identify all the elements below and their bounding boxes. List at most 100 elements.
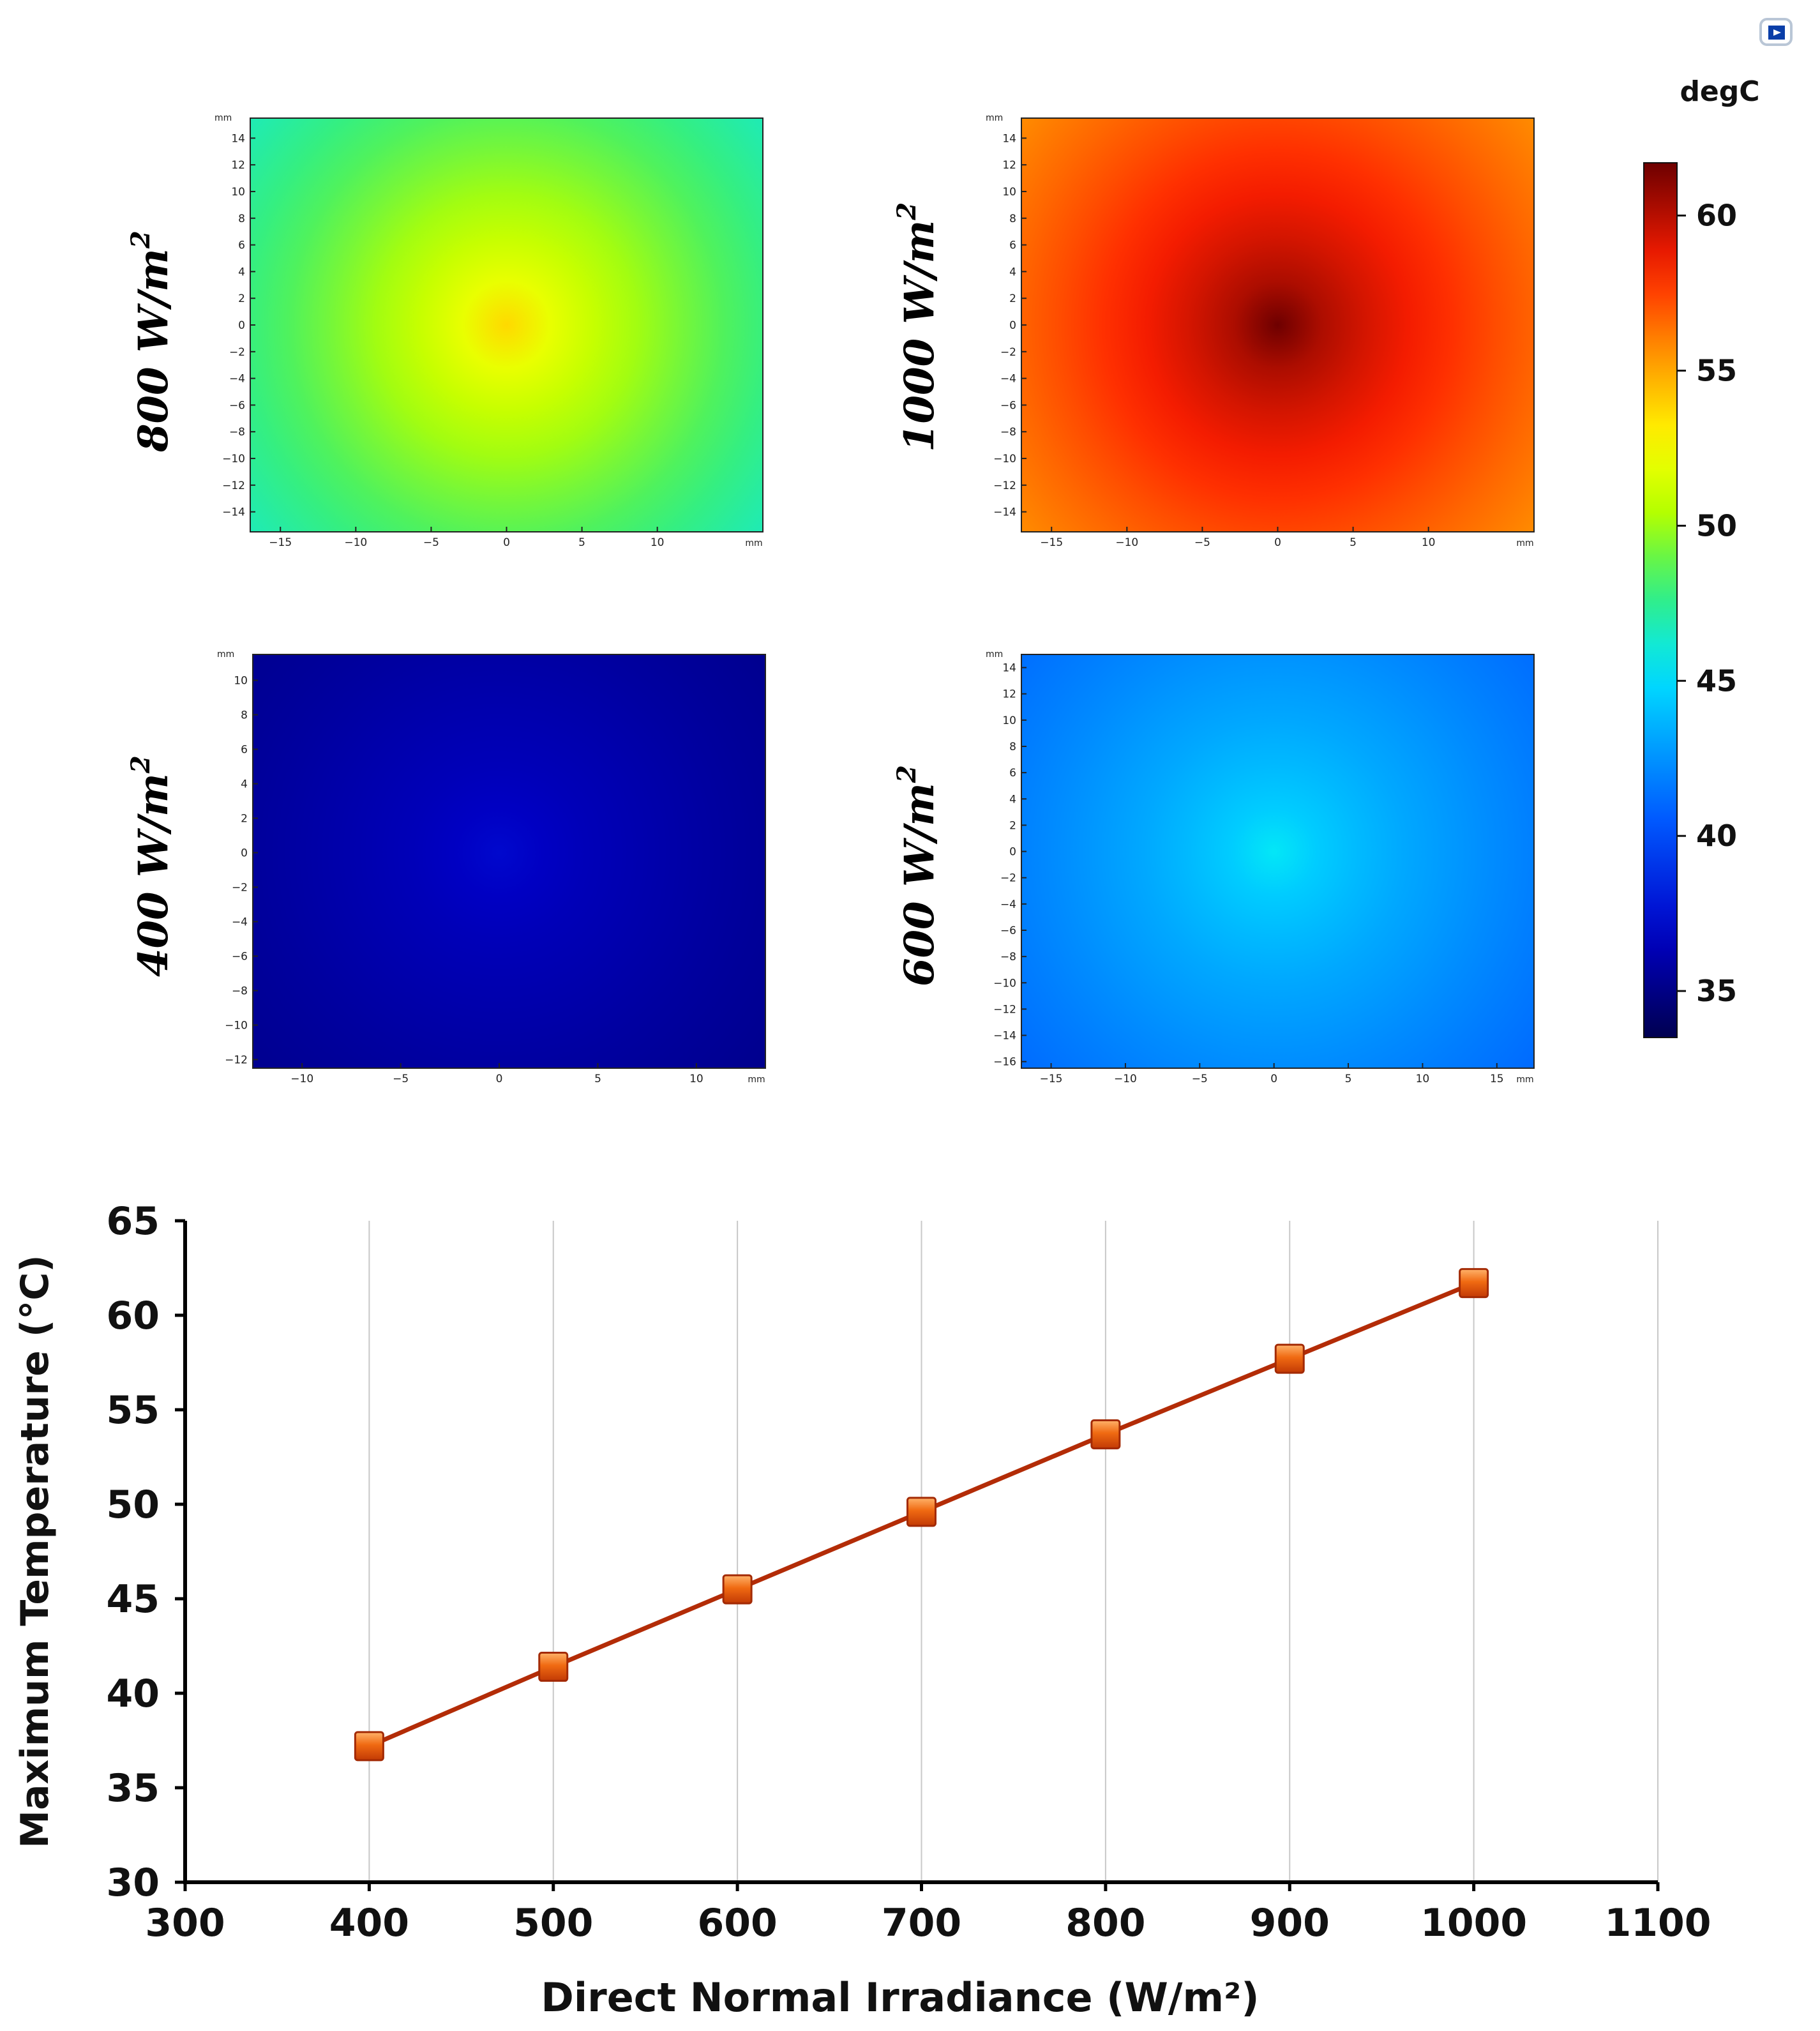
data-point <box>1459 1268 1489 1299</box>
y-tick-label: 55 <box>107 1388 160 1433</box>
y-axis-label: Maximum Temperature (°C) <box>13 1255 57 1848</box>
y-tick-label: −6 <box>1000 925 1016 937</box>
x-tick-label: 1100 <box>1605 1901 1711 1945</box>
y-tick-label: 4 <box>241 778 248 791</box>
heatmap-label-exponent: 2 <box>892 202 922 221</box>
y-tick-label: −14 <box>993 506 1016 519</box>
x-unit-label: mm <box>748 1075 765 1085</box>
y-tick-label: −8 <box>1000 951 1016 963</box>
heatmap-label: 400 W/m2 <box>126 755 177 977</box>
x-axis-label: Direct Normal Irradiance (W/m²) <box>541 1974 1259 2021</box>
y-tick-label: 4 <box>1009 793 1016 806</box>
y-tick-label: −12 <box>225 1054 248 1067</box>
y-tick-label: 0 <box>1009 319 1016 332</box>
y-tick-label: 10 <box>1002 186 1016 199</box>
heatmap-1000: 1000 W/m2 −15 −10 −5 0 5 10 mm 14 12 10 8 6 4 2 0 −2 −4 −… <box>892 113 1535 549</box>
y-tick-label: −8 <box>1000 426 1016 439</box>
x-tick-label: −10 <box>290 1073 313 1085</box>
heatmap-label-exponent: 2 <box>892 765 922 783</box>
x-tick-label: 1000 <box>1420 1901 1527 1945</box>
x-tick-label: −15 <box>269 536 292 549</box>
x-tick-label: 0 <box>503 536 510 549</box>
y-tick-label: 35 <box>107 1766 160 1811</box>
y-tick-label: 12 <box>231 159 245 172</box>
y-tick-label: 14 <box>1002 662 1016 675</box>
y-unit-label: mm <box>214 113 232 123</box>
y-tick-label: 30 <box>107 1861 160 1905</box>
x-unit-label: mm <box>1516 1075 1533 1085</box>
x-tick-label: 15 <box>1490 1073 1504 1085</box>
x-tick-label: 5 <box>1350 536 1357 549</box>
y-tick-label: −6 <box>232 951 248 963</box>
y-tick-label: 65 <box>107 1199 160 1244</box>
y-tick-label: 40 <box>107 1672 160 1716</box>
y-tick-label: 2 <box>241 813 248 826</box>
x-tick-label: 5 <box>594 1073 601 1085</box>
heatmap-label: 600 W/m2 <box>892 765 944 986</box>
y-tick-label: −12 <box>993 1003 1016 1016</box>
heatmap-field <box>1021 654 1535 1069</box>
data-point <box>538 1652 569 1682</box>
x-tick-label: 10 <box>1416 1073 1430 1085</box>
x-tick-label: 0 <box>1274 536 1281 549</box>
y-tick-label: −8 <box>229 426 245 439</box>
y-tick-label: 12 <box>1002 688 1016 701</box>
x-tick-label: 5 <box>1345 1073 1352 1085</box>
y-tick-label: −10 <box>993 977 1016 990</box>
colorbar-tick-label: 55 <box>1696 353 1737 388</box>
y-tick-label: −4 <box>229 373 245 386</box>
x-tick-label: 10 <box>1422 536 1436 549</box>
colorbar: degC 60 55 50 45 40 35 <box>1643 75 1760 1038</box>
y-tick-label: 6 <box>1009 239 1016 252</box>
y-tick-label: 6 <box>241 744 248 757</box>
data-point <box>1090 1419 1121 1449</box>
y-tick-label: 2 <box>238 292 245 305</box>
x-tick-label: −10 <box>1115 536 1138 549</box>
heatmap-400: 400 W/m2 −10 −5 0 5 10 mm 10 8 6 4 2 0 −2 −4 −6 −8 −10 −1… <box>126 649 766 1085</box>
y-tick-label: −8 <box>232 985 248 998</box>
y-tick-label: 4 <box>238 266 245 278</box>
y-tick-label: −16 <box>993 1056 1016 1069</box>
heatmap-label: 800 W/m2 <box>126 230 177 453</box>
y-tick-label: −10 <box>993 453 1016 465</box>
x-tick-label: 900 <box>1250 1901 1330 1945</box>
y-tick-label: 8 <box>1009 213 1016 225</box>
y-tick-label: −14 <box>993 1030 1016 1043</box>
colorbar-title: degC <box>1680 75 1759 108</box>
y-tick-label: 60 <box>107 1294 160 1338</box>
x-tick-label: −10 <box>344 536 367 549</box>
y-tick-label: −4 <box>232 916 248 929</box>
colorbar-tick-label: 45 <box>1696 663 1737 698</box>
x-tick-label: 5 <box>578 536 585 549</box>
y-tick-label: −2 <box>1000 346 1016 359</box>
x-tick-label: −5 <box>1192 1073 1208 1085</box>
heatmap-label-exponent: 2 <box>126 755 156 774</box>
y-unit-label: mm <box>986 649 1003 660</box>
x-tick-label: 400 <box>329 1901 409 1945</box>
y-tick-label: 8 <box>1009 741 1016 753</box>
app-logo-icon <box>1759 18 1793 46</box>
y-tick-label: 6 <box>1009 767 1016 780</box>
y-tick-label: 0 <box>238 319 245 332</box>
colorbar-tick-label: 35 <box>1696 974 1737 1008</box>
y-tick-label: −4 <box>1000 373 1016 386</box>
y-tick-label: 12 <box>1002 159 1016 172</box>
y-tick-label: −2 <box>229 346 245 359</box>
heatmap-800: 800 W/m2 −15 −10 −5 0 5 10 mm 14 12 10 8 6 4 2 0 −2 −4 −6… <box>126 113 763 549</box>
y-tick-label: 10 <box>234 675 248 688</box>
y-tick-label: −4 <box>1000 898 1016 911</box>
x-tick-label: −5 <box>393 1073 409 1085</box>
colorbar-tick-label: 60 <box>1696 199 1737 233</box>
line-chart: Maximum Temperature (°C) Direct Normal I… <box>13 1199 1711 2021</box>
y-tick-label: 4 <box>1009 266 1016 278</box>
y-tick-label: 50 <box>107 1483 160 1527</box>
data-point <box>906 1497 936 1527</box>
heatmap-label-exponent: 2 <box>126 230 156 249</box>
x-tick-label: 0 <box>1270 1073 1277 1085</box>
x-tick-label: −15 <box>1040 1073 1063 1085</box>
heatmap-field <box>252 654 766 1069</box>
x-tick-label: 600 <box>698 1901 778 1945</box>
data-point <box>722 1574 753 1604</box>
x-tick-label: 10 <box>689 1073 703 1085</box>
